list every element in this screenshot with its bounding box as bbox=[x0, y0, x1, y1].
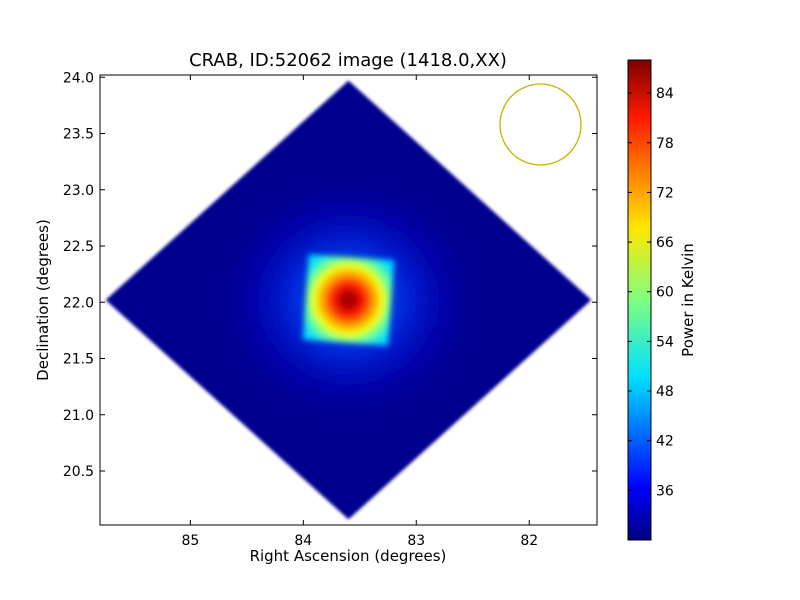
colorbar-tick-label: 54 bbox=[656, 334, 674, 350]
x-tick-label: 82 bbox=[520, 533, 538, 549]
y-tick-label: 21.0 bbox=[63, 408, 94, 424]
y-tick-label: 21.5 bbox=[63, 352, 94, 368]
y-tick-label: 22.5 bbox=[63, 239, 94, 255]
x-tick-label: 83 bbox=[407, 533, 425, 549]
colorbar-label: Power in Kelvin bbox=[679, 243, 697, 357]
colorbar-tick-label: 72 bbox=[656, 185, 674, 201]
y-axis-label: Declination (degrees) bbox=[34, 219, 52, 381]
colorbar-tick-label: 84 bbox=[656, 86, 674, 102]
y-tick-label: 23.5 bbox=[63, 127, 94, 143]
colorbar-tick-label: 78 bbox=[656, 136, 674, 152]
beam-circle bbox=[499, 83, 582, 166]
y-tick-label: 23.0 bbox=[63, 183, 94, 199]
chart-title: CRAB, ID:52062 image (1418.0,XX) bbox=[189, 50, 507, 71]
plot-frame bbox=[99, 74, 598, 526]
y-tick-label: 22.0 bbox=[63, 295, 94, 311]
colorbar-tick-label: 66 bbox=[656, 235, 674, 251]
colorbar-tick-label: 36 bbox=[656, 483, 674, 499]
colorbar-gradient bbox=[627, 59, 652, 541]
source-core bbox=[302, 254, 395, 346]
y-tick-label: 20.5 bbox=[63, 464, 94, 480]
x-tick-label: 85 bbox=[181, 533, 199, 549]
colorbar-tick-label: 60 bbox=[656, 285, 674, 301]
colorbar-tick-label: 48 bbox=[656, 384, 674, 400]
colorbar-ticks: 36 42 48 54 60 66 72 78 84 bbox=[628, 86, 674, 499]
x-axis-label: Right Ascension (degrees) bbox=[250, 547, 447, 565]
colorbar-tick-label: 42 bbox=[656, 434, 674, 450]
x-tick-label: 84 bbox=[294, 533, 312, 549]
y-axis: 20.5 21.0 21.5 22.0 22.5 23.0 23.5 24.0 bbox=[63, 70, 597, 480]
y-tick-label: 24.0 bbox=[63, 70, 94, 86]
heatmap-image bbox=[105, 80, 592, 520]
x-axis: 85 84 83 82 bbox=[181, 75, 538, 549]
colorbar: 36 42 48 54 60 66 72 78 84 Power in Kelvin bbox=[627, 59, 697, 541]
